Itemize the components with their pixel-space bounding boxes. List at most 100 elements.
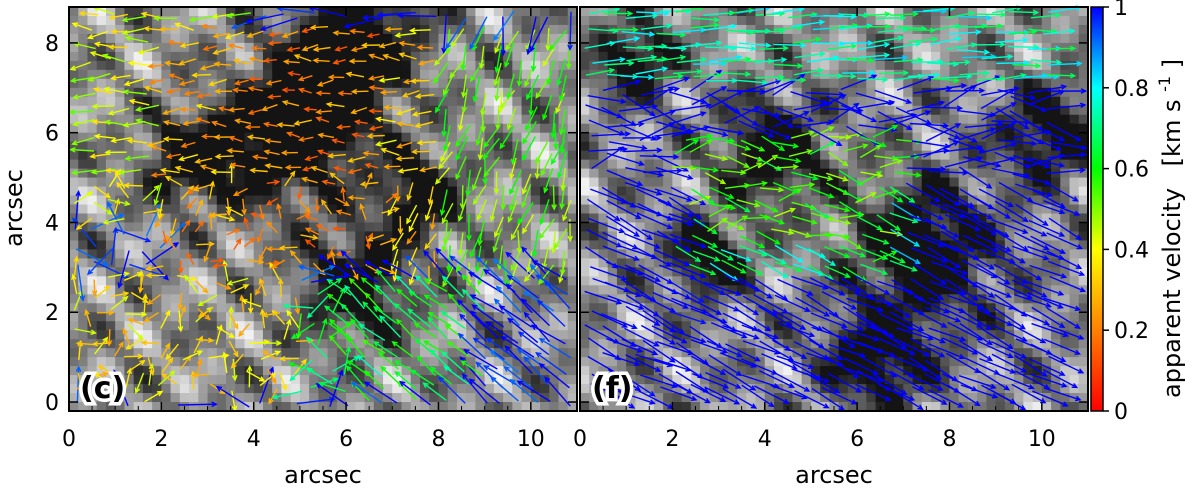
velocity-arrowhead — [361, 14, 369, 21]
image-pixel — [346, 258, 356, 268]
velocity-arrowhead — [282, 303, 290, 309]
velocity-vector — [379, 77, 401, 82]
image-pixel — [718, 87, 729, 98]
image-pixel — [96, 204, 107, 215]
image-pixel — [700, 303, 710, 313]
image-pixel — [152, 366, 162, 376]
velocity-arrowhead — [528, 109, 534, 117]
velocity-vector — [213, 263, 226, 268]
image-pixel — [170, 393, 181, 403]
image-pixel — [530, 393, 541, 403]
image-pixel — [737, 177, 747, 188]
image-pixel — [355, 213, 366, 224]
image-pixel — [484, 231, 495, 242]
image-pixel — [226, 321, 236, 331]
velocity-vector — [543, 167, 554, 193]
velocity-vector — [226, 197, 230, 215]
image-pixel — [589, 366, 600, 376]
image-pixel — [179, 96, 190, 107]
image-pixel — [262, 33, 273, 44]
velocity-arrowhead — [332, 59, 339, 65]
image-pixel — [635, 312, 646, 322]
velocity-vector — [253, 155, 268, 160]
velocity-vector — [455, 124, 471, 147]
velocity-vector — [265, 164, 283, 169]
image-pixel — [764, 303, 775, 313]
image-pixel — [207, 294, 218, 304]
image-pixel — [681, 78, 692, 89]
image-pixel — [272, 303, 283, 313]
y-tick-label: 2 — [45, 301, 59, 326]
image-pixel — [179, 60, 190, 71]
image-pixel — [475, 321, 486, 331]
velocity-arrowhead — [102, 260, 110, 266]
image-pixel — [87, 114, 98, 125]
velocity-arrowhead — [207, 337, 215, 344]
image-pixel — [709, 267, 720, 277]
image-pixel — [290, 330, 301, 340]
image-pixel — [198, 42, 209, 53]
image-pixel — [466, 168, 476, 179]
velocity-vector — [521, 184, 532, 208]
velocity-vector — [291, 322, 315, 339]
image-pixel — [115, 321, 126, 331]
image-pixel — [373, 258, 384, 268]
image-pixel — [484, 168, 495, 179]
image-pixel — [549, 177, 560, 188]
image-pixel — [69, 330, 79, 340]
image-pixel — [290, 177, 301, 188]
velocity-vector — [335, 46, 348, 51]
image-pixel — [709, 213, 720, 224]
image-pixel — [690, 357, 701, 367]
image-pixel — [383, 231, 393, 242]
image-pixel — [226, 240, 236, 250]
image-pixel — [401, 186, 412, 197]
image-pixel — [755, 69, 766, 80]
image-pixel — [475, 213, 486, 224]
image-pixel — [336, 321, 347, 331]
image-pixel — [290, 60, 301, 71]
image-pixel — [700, 186, 710, 197]
image-pixel — [115, 303, 126, 313]
velocity-arrowhead — [268, 366, 274, 373]
image-pixel — [262, 285, 273, 295]
image-pixel — [198, 258, 209, 268]
panel-c-intensity-image — [69, 7, 578, 412]
velocity-arrowhead — [122, 122, 130, 128]
velocity-vector — [486, 338, 518, 361]
image-pixel — [281, 123, 292, 134]
image-pixel — [598, 357, 609, 367]
image-pixel — [456, 249, 467, 259]
velocity-vector — [94, 185, 111, 198]
velocity-vector — [347, 337, 366, 358]
image-pixel — [207, 24, 218, 35]
image-pixel — [709, 330, 720, 340]
velocity-vector — [517, 380, 551, 402]
image-pixel — [309, 204, 319, 215]
image-pixel — [540, 321, 550, 331]
velocity-vector — [267, 248, 284, 251]
velocity-arrowhead — [93, 371, 100, 378]
image-pixel — [96, 312, 107, 322]
image-pixel — [410, 240, 421, 250]
velocity-vector — [316, 224, 330, 232]
image-pixel — [746, 276, 757, 286]
image-pixel — [244, 240, 255, 250]
image-pixel — [253, 402, 264, 412]
image-pixel — [198, 330, 209, 340]
image-pixel — [709, 195, 720, 206]
image-pixel — [466, 132, 476, 143]
image-pixel — [336, 312, 347, 322]
image-pixel — [672, 348, 683, 358]
image-pixel — [718, 33, 729, 44]
image-pixel — [484, 204, 495, 215]
velocity-arrowhead — [203, 255, 209, 263]
image-pixel — [152, 177, 162, 188]
image-pixel — [226, 267, 236, 277]
image-pixel — [644, 330, 655, 340]
velocity-vector — [547, 28, 550, 50]
image-pixel — [484, 393, 495, 403]
image-pixel — [558, 123, 569, 134]
image-pixel — [598, 186, 609, 197]
velocity-arrowhead — [293, 120, 300, 126]
